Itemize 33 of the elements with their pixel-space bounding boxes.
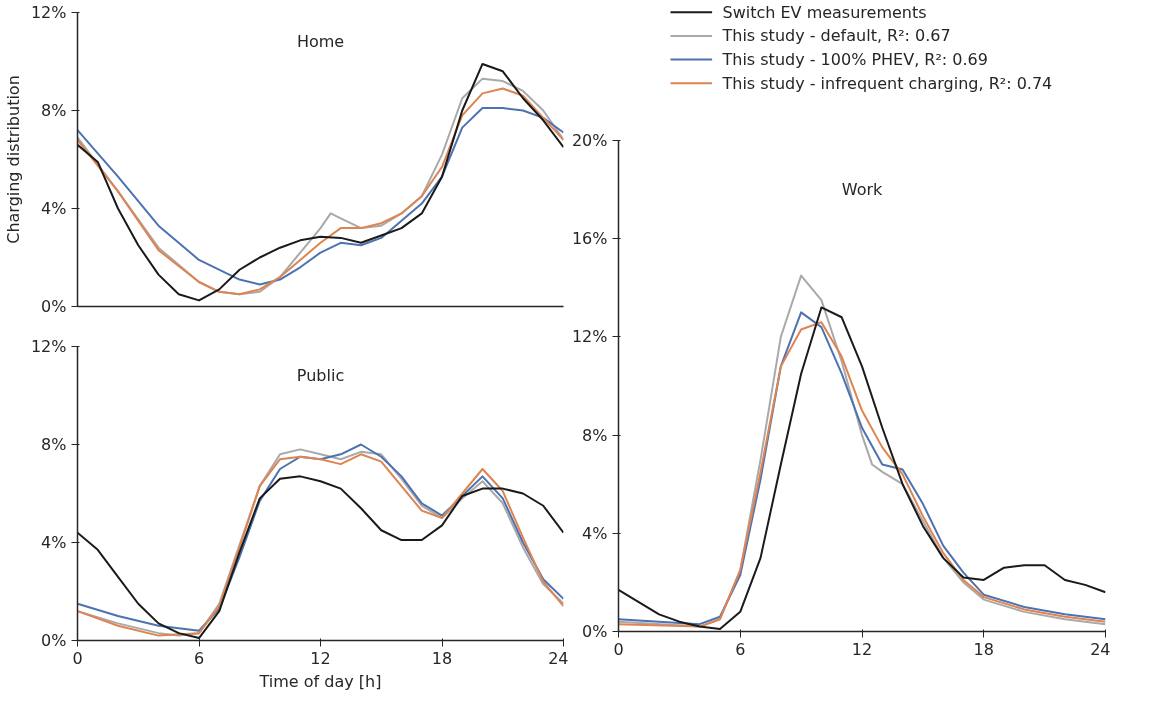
- x-tick-label: 12: [851, 639, 873, 659]
- y-tick-label: 0%: [41, 297, 67, 316]
- y-tick-label: 20%: [571, 131, 608, 150]
- y-tick-label: 8%: [582, 425, 608, 445]
- x-tick-label: 0: [613, 639, 624, 659]
- y-tick-label: 8%: [41, 101, 67, 120]
- x-tick-label: 6: [193, 648, 205, 668]
- text: Work: [841, 180, 883, 200]
- legend-label: This study - infrequent charging, R²: 0.74: [721, 73, 1053, 93]
- x-tick-label: 6: [735, 639, 746, 659]
- y-tick-label: 12%: [571, 327, 608, 347]
- x-tick-label: 24: [548, 648, 569, 668]
- text: Home: [296, 32, 345, 52]
- x-axis-title: Time of day [h]: [258, 671, 382, 691]
- y-tick-label: 0%: [41, 631, 67, 650]
- y-tick-label: 12%: [30, 337, 67, 356]
- y-axis-title: Charging distribution: [3, 75, 23, 244]
- x-tick-label: 12: [310, 648, 331, 668]
- y-tick-label: 4%: [582, 523, 608, 543]
- text: Public: [296, 366, 345, 386]
- legend-label: This study - default, R²: 0.67: [721, 26, 951, 46]
- x-tick-label: 18: [431, 648, 453, 668]
- x-tick-label: 18: [973, 639, 994, 659]
- y-tick-label: 12%: [30, 3, 67, 22]
- legend-label: This study - 100% PHEV, R²: 0.69: [721, 50, 988, 70]
- y-tick-label: 8%: [41, 435, 67, 454]
- legend-label: Switch EV measurements: [722, 2, 927, 22]
- y-tick-label: 4%: [41, 533, 67, 552]
- y-tick-label: 4%: [41, 199, 67, 218]
- x-tick-label: 0: [72, 648, 83, 668]
- y-tick-label: 0%: [582, 622, 608, 641]
- y-tick-label: 16%: [571, 229, 608, 249]
- x-tick-label: 24: [1090, 639, 1111, 659]
